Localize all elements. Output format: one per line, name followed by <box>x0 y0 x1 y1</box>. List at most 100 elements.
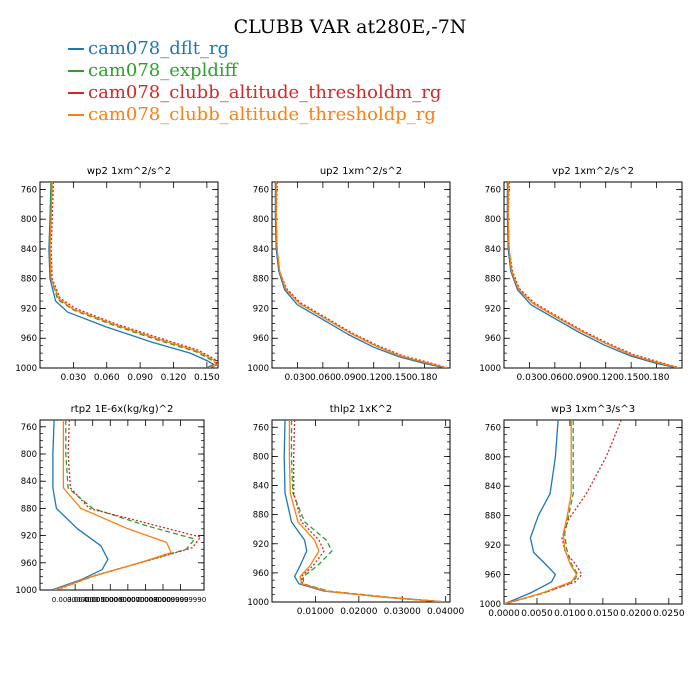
y-tick-label: 880 <box>21 504 37 514</box>
x-tick-label: 0.150 <box>618 373 644 383</box>
y-tick-label: 960 <box>253 334 269 344</box>
series-group <box>283 420 446 602</box>
y-tick-label: 880 <box>485 275 501 285</box>
plot-frame <box>503 181 683 369</box>
x-tick-label: 0.0040000000 <box>67 596 118 604</box>
panel-title: wp3 1xm^3/s^3 <box>551 404 635 415</box>
x-tick-label: 0.030 <box>517 373 543 383</box>
x-tick-label: 0.0100 <box>554 609 586 619</box>
y-tick-label: 840 <box>21 245 37 255</box>
y-tick-label: 760 <box>485 185 501 195</box>
x-tick-label: 0.090 <box>127 373 153 383</box>
series-line-4 <box>288 420 446 602</box>
y-tick-label: 1000 <box>247 364 269 374</box>
series-line-1 <box>506 182 678 368</box>
series-group <box>274 182 449 368</box>
series-group <box>51 420 202 590</box>
x-tick-label: 0.150 <box>386 373 412 383</box>
y-tick-label: 960 <box>21 334 37 344</box>
series-line-1 <box>48 182 215 368</box>
y-tick-label: 760 <box>21 423 37 433</box>
y-tick-label: 1000 <box>479 600 501 610</box>
panel-title: thlp2 1xK^2 <box>330 404 393 415</box>
legend-label: cam078_expldiff <box>88 60 238 81</box>
series-line-3 <box>504 420 622 604</box>
series-line-2 <box>49 182 218 368</box>
y-tick-label: 920 <box>485 541 501 551</box>
x-tick-label: 0.120 <box>361 373 387 383</box>
legend-item-thresholdp: cam078_clubb_altitude_thresholdp_rg <box>68 104 441 126</box>
y-tick-label: 800 <box>485 215 501 225</box>
y-tick-label: 800 <box>21 450 37 460</box>
x-tick-label: 0.060 <box>94 373 120 383</box>
x-tick-label: 0.0070000000 <box>120 596 171 604</box>
y-tick-label: 760 <box>485 423 501 433</box>
series-group <box>48 182 218 368</box>
figure-title: CLUBB VAR at280E,-7N <box>233 16 467 38</box>
y-tick-label: 1000 <box>479 364 501 374</box>
plot-frame <box>39 419 205 591</box>
series-line-2 <box>290 420 446 602</box>
y-tick-label: 920 <box>485 304 501 314</box>
y-tick-label: 880 <box>253 275 269 285</box>
x-tick-label: 0.02000 <box>340 607 377 617</box>
panel-1: wp2 1xm^2/s^2 760 800 840 880 920 960 1000 0.030… <box>15 166 220 383</box>
y-tick-label: 800 <box>253 215 269 225</box>
series-line-1 <box>51 420 109 590</box>
x-tick-label: 0.120 <box>161 373 187 383</box>
series-line-3 <box>507 182 681 368</box>
series-line-4 <box>275 182 448 368</box>
panel-2: up2 1xm^2/s^2 760 800 840 880 920 960 1000 0.030… <box>247 166 451 383</box>
y-tick-label: 760 <box>253 423 269 433</box>
y-tick-label: 920 <box>253 540 269 550</box>
x-tick-label: 0.0200 <box>620 609 652 619</box>
series-line-3 <box>50 182 218 368</box>
x-tick-label: 0.0000 <box>488 609 520 619</box>
panel-title: wp2 1xm^2/s^2 <box>87 166 171 177</box>
y-tick-label: 840 <box>253 245 269 255</box>
series-line-4 <box>504 420 578 604</box>
series-line-4 <box>53 420 172 590</box>
series-line-4 <box>49 182 217 368</box>
legend-label: cam078_dflt_rg <box>88 38 230 59</box>
y-tick-label: 880 <box>485 512 501 522</box>
legend: cam078_dflt_rg cam078_expldiff cam078_cl… <box>68 38 441 126</box>
y-tick-label: 840 <box>485 482 501 492</box>
series-line-3 <box>275 182 449 368</box>
y-tick-label: 760 <box>21 185 37 195</box>
x-tick-label: 0.0099999990 <box>155 596 206 604</box>
x-tick-label: 0.180 <box>644 373 670 383</box>
panel-title: vp2 1xm^2/s^2 <box>552 166 634 177</box>
series-group <box>504 420 622 604</box>
series-line-2 <box>54 420 196 590</box>
y-tick-label: 1000 <box>15 586 37 596</box>
legend-swatch <box>68 114 84 116</box>
plot-frame <box>503 419 683 605</box>
legend-swatch <box>68 48 84 50</box>
x-tick-label: 0.120 <box>593 373 619 383</box>
panel-title: up2 1xm^2/s^2 <box>320 166 402 177</box>
y-tick-label: 840 <box>253 482 269 492</box>
y-tick-label: 880 <box>21 275 37 285</box>
x-tick-label: 0.0080000000 <box>137 596 188 604</box>
x-tick-label: 0.180 <box>412 373 438 383</box>
y-tick-label: 920 <box>21 532 37 542</box>
series-line-3 <box>293 420 446 602</box>
y-tick-label: 1000 <box>15 364 37 374</box>
series-line-1 <box>504 420 559 604</box>
series-line-1 <box>283 420 446 602</box>
x-tick-label: 0.0060000000 <box>102 596 153 604</box>
x-tick-label: 0.0250 <box>653 609 685 619</box>
y-tick-label: 800 <box>485 453 501 463</box>
legend-item-thresholdm: cam078_clubb_altitude_thresholdm_rg <box>68 82 441 104</box>
x-tick-label: 0.150 <box>194 373 220 383</box>
x-tick-label: 0.090 <box>567 373 593 383</box>
plot-frame <box>39 181 219 369</box>
x-tick-label: 0.03000 <box>384 607 421 617</box>
series-line-2 <box>275 182 448 368</box>
panel-5: thlp2 1xK^2 760 800 840 880 920 960 1000 0.01000… <box>247 404 464 617</box>
x-tick-label: 0.04000 <box>427 607 464 617</box>
x-tick-label: 0.003000000 <box>52 596 99 604</box>
y-tick-label: 920 <box>253 304 269 314</box>
y-tick-label: 960 <box>485 334 501 344</box>
